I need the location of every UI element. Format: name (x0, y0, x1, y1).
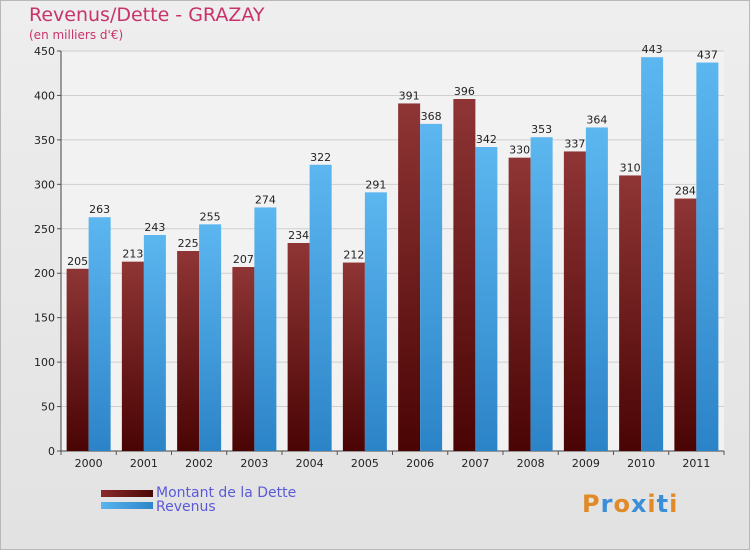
data-label-debt: 330 (509, 144, 530, 157)
data-label-debt: 207 (233, 253, 254, 266)
y-tick-label: 0 (48, 445, 55, 458)
data-label-revenue: 255 (200, 210, 221, 223)
y-tick-label: 100 (34, 356, 55, 369)
bar-debt (453, 99, 476, 451)
bar-debt (287, 243, 310, 451)
y-tick-label: 300 (34, 178, 55, 191)
brand-letter: r (600, 490, 614, 518)
data-label-debt: 310 (620, 161, 641, 174)
data-label-revenue: 322 (310, 151, 331, 164)
chart-title: Revenus/Dette - GRAZAY (29, 4, 265, 26)
bar-debt (177, 251, 200, 451)
bar-debt (674, 198, 697, 451)
data-label-revenue: 437 (697, 49, 718, 62)
x-tick-label: 2008 (517, 457, 545, 470)
data-label-revenue: 263 (89, 203, 110, 216)
bar-revenue (530, 137, 553, 451)
x-tick-label: 2009 (572, 457, 600, 470)
data-label-debt: 284 (675, 185, 696, 198)
x-tick-label: 2006 (406, 457, 434, 470)
x-tick-label: 2007 (461, 457, 489, 470)
data-label-revenue: 243 (144, 221, 165, 234)
bar-revenue (641, 57, 664, 451)
bar-revenue (585, 127, 608, 451)
bar-debt (563, 151, 586, 451)
data-label-debt: 337 (564, 137, 585, 150)
x-tick-label: 2004 (296, 457, 324, 470)
data-label-revenue: 353 (531, 123, 552, 136)
x-tick-label: 2003 (240, 457, 268, 470)
y-tick-label: 200 (34, 267, 55, 280)
data-label-revenue: 443 (642, 43, 663, 56)
y-tick-label: 150 (34, 312, 55, 325)
data-label-debt: 212 (343, 249, 364, 262)
y-tick-label: 400 (34, 89, 55, 102)
data-label-debt: 225 (178, 237, 199, 250)
bar-debt (121, 261, 144, 451)
bar-debt (398, 103, 421, 451)
data-label-revenue: 274 (255, 193, 276, 206)
x-tick-label: 2002 (185, 457, 213, 470)
bar-revenue (88, 217, 111, 451)
data-label-revenue: 368 (421, 110, 442, 123)
legend-label-revenue: Revenus (156, 499, 216, 515)
y-tick-label: 350 (34, 134, 55, 147)
bar-revenue (199, 224, 222, 451)
legend-swatch-revenue (101, 502, 153, 509)
data-label-debt: 234 (288, 229, 309, 242)
data-label-revenue: 364 (586, 113, 607, 126)
bar-debt (619, 175, 642, 451)
data-label-debt: 213 (122, 248, 143, 261)
bar-revenue (143, 235, 166, 451)
data-label-debt: 391 (399, 89, 420, 102)
brand-letter: i (647, 490, 657, 518)
bar-debt (66, 268, 89, 451)
brand-letter: x (630, 490, 648, 518)
data-label-debt: 205 (67, 255, 88, 268)
bar-debt (508, 157, 531, 451)
data-label-revenue: 291 (365, 178, 386, 191)
brand-letter: t (656, 490, 670, 518)
legend-swatch-debt (101, 490, 153, 497)
bar-revenue (475, 147, 498, 451)
brand-logo: Proxiti (582, 490, 678, 518)
y-tick-label: 250 (34, 223, 55, 236)
bar-revenue (696, 62, 719, 452)
bar-revenue (420, 123, 443, 451)
x-tick-label: 2005 (351, 457, 379, 470)
x-tick-label: 2000 (75, 457, 103, 470)
plot-area (61, 51, 724, 451)
x-tick-label: 2001 (130, 457, 158, 470)
data-label-debt: 396 (454, 85, 475, 98)
bar-revenue (364, 192, 387, 452)
y-tick-label: 50 (41, 401, 55, 414)
x-tick-label: 2011 (682, 457, 710, 470)
bar-debt (342, 262, 365, 451)
brand-letter: P (582, 490, 601, 518)
bar-revenue (254, 207, 277, 451)
brand-letter: i (669, 490, 679, 518)
x-tick-label: 2010 (627, 457, 655, 470)
chart-subtitle: (en milliers d'€) (29, 28, 124, 42)
data-label-revenue: 342 (476, 133, 497, 146)
legend-label-debt: Montant de la Dette (156, 485, 297, 501)
bar-debt (232, 267, 255, 451)
brand-letter: o (613, 490, 631, 518)
y-tick-label: 450 (34, 45, 55, 58)
bar-revenue (309, 164, 332, 451)
